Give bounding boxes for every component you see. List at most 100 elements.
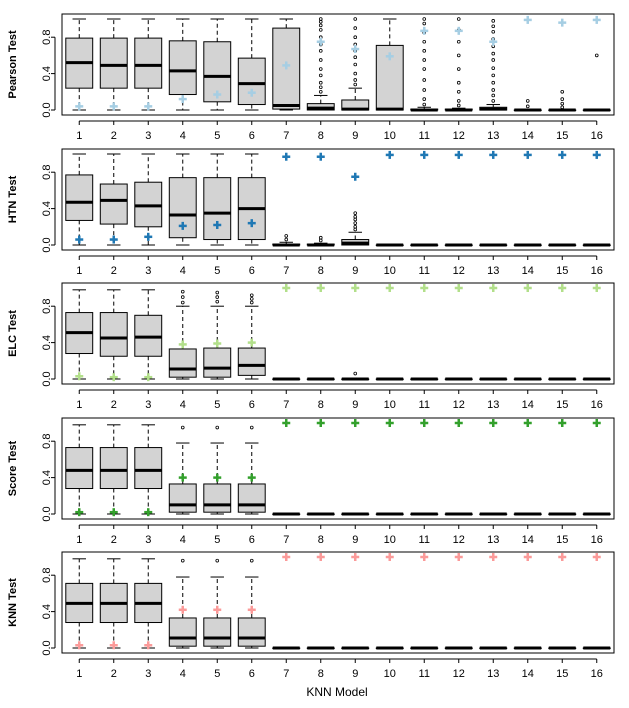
mean-marker <box>282 284 291 292</box>
outlier-point <box>525 104 530 109</box>
x-tick-label: 6 <box>249 399 255 411</box>
outlier-point <box>491 93 496 98</box>
x-tick-label: 15 <box>556 399 568 411</box>
x-tick-label: 11 <box>419 668 430 680</box>
x-tick-label: 5 <box>214 668 220 680</box>
box-16 <box>582 284 611 381</box>
mean-marker <box>385 284 394 292</box>
x-tick-label: 7 <box>283 534 289 546</box>
x-tick-label: 11 <box>419 534 430 546</box>
mean-marker <box>489 553 498 561</box>
box-2 <box>99 153 128 246</box>
mean-marker <box>523 15 532 24</box>
y-tick-label: 0.8 <box>41 165 53 180</box>
box-5 <box>203 18 232 111</box>
outlier-point <box>491 19 496 23</box>
box-15 <box>548 553 577 650</box>
outlier-point <box>422 49 427 53</box>
outlier-point <box>422 88 427 92</box>
mean-marker <box>351 284 360 292</box>
outlier-point <box>353 62 358 67</box>
box-iqr <box>168 617 197 647</box>
mean-marker <box>523 150 532 159</box>
box-iqr <box>237 617 266 647</box>
x-tick-label: 11 <box>419 265 430 277</box>
x-tick-label: 11 <box>419 130 430 142</box>
mean-marker <box>213 339 222 348</box>
outlier-point <box>560 97 565 101</box>
y-tick-label: 0.4 <box>41 201 53 216</box>
outlier-point <box>456 99 461 103</box>
panel-frame <box>61 13 615 116</box>
mean-marker <box>178 221 187 230</box>
x-tick-label: 8 <box>318 668 324 680</box>
outlier-point <box>353 71 358 76</box>
box-iqr <box>203 483 232 513</box>
mean-marker <box>109 641 118 650</box>
y-tick-label: 0.8 <box>41 434 53 449</box>
x-tick-label: 3 <box>145 265 151 277</box>
box-15 <box>548 419 577 516</box>
outlier-point <box>353 78 358 82</box>
outlier-point <box>491 80 496 85</box>
x-tick-label: 2 <box>111 265 117 277</box>
box-iqr <box>237 57 266 106</box>
outlier-point <box>456 53 461 58</box>
mean-marker <box>247 338 256 347</box>
y-axis-title: Pearson Test <box>7 30 19 99</box>
mean-marker <box>420 419 429 427</box>
x-tick-label: 4 <box>180 265 186 277</box>
outlier-point <box>318 28 323 32</box>
x-tick-label: 12 <box>453 399 465 411</box>
outlier-point <box>318 17 323 21</box>
x-tick-label: 3 <box>145 130 151 142</box>
box-3 <box>134 424 163 517</box>
outlier-point <box>353 55 358 60</box>
x-tick-label: 16 <box>591 534 603 546</box>
x-tick-label: 2 <box>111 130 117 142</box>
box-iqr <box>168 40 197 96</box>
x-tick-label: 16 <box>591 668 603 680</box>
x-tick-label: 15 <box>556 130 568 142</box>
box-11 <box>410 17 439 112</box>
mean-marker <box>454 284 463 292</box>
mean-marker <box>144 641 153 650</box>
x-tick-label: 4 <box>180 399 186 411</box>
mean-marker <box>592 553 601 561</box>
box-8 <box>306 284 335 381</box>
mean-marker <box>75 641 84 650</box>
box-3 <box>134 289 163 382</box>
box-1 <box>65 558 94 650</box>
outlier-point <box>491 66 496 70</box>
mean-marker <box>109 102 118 111</box>
y-tick-label: 0.0 <box>41 102 53 117</box>
x-tick-label: 12 <box>453 534 465 546</box>
x-tick-label: 7 <box>283 668 289 680</box>
box-9 <box>341 419 370 516</box>
x-tick-label: 1 <box>76 534 82 546</box>
outlier-point <box>215 295 220 299</box>
mean-marker <box>489 150 498 159</box>
mean-marker <box>385 553 394 561</box>
mean-marker <box>75 235 84 244</box>
panel-frame <box>61 148 615 251</box>
x-tick-label: 5 <box>214 534 220 546</box>
mean-marker <box>351 419 360 427</box>
outlier-point <box>318 23 323 28</box>
box-3 <box>134 18 163 111</box>
outlier-point <box>422 17 427 21</box>
outlier-point <box>525 99 530 103</box>
mean-marker <box>144 508 153 517</box>
box-13 <box>479 150 508 247</box>
x-tick-label: 10 <box>384 534 396 546</box>
x-tick-label: 10 <box>384 130 396 142</box>
y-tick-label: 0.8 <box>41 299 53 314</box>
outlier-point <box>249 425 254 430</box>
outlier-point <box>318 73 323 78</box>
box-5 <box>203 290 232 380</box>
x-tick-label: 5 <box>214 265 220 277</box>
x-tick-label: 10 <box>384 265 396 277</box>
x-tick-label: 13 <box>487 130 499 142</box>
mean-marker <box>282 553 291 561</box>
box-5 <box>203 153 232 246</box>
